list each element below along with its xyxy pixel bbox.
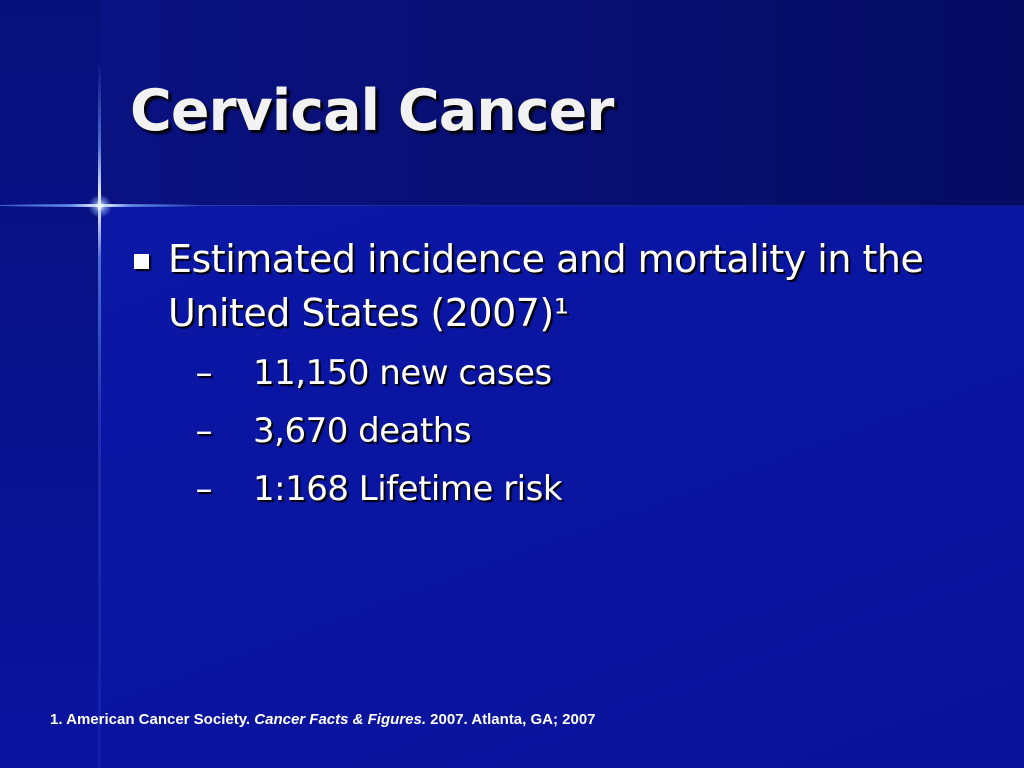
footnote-citation: 1. American Cancer Society. Cancer Facts… [50,711,596,728]
footnote-suffix: 2007. Atlanta, GA; 2007 [426,711,596,728]
dash-bullet-icon: – [195,469,213,509]
sparkle-star-icon [88,194,112,218]
dash-bullet-icon: – [195,411,213,451]
bullet-item: Estimated incidence and mortality in the… [130,232,990,518]
left-band [0,0,100,768]
sub-bullet-item: –1:168 Lifetime risk [168,460,990,518]
sub-bullet-item: –11,150 new cases [168,344,990,402]
bullet-text: Estimated incidence and mortality in the… [168,237,924,335]
sub-bullet-text: 11,150 new cases [253,353,552,393]
slide-title: Cervical Cancer [130,78,614,144]
divider-line [0,205,1024,206]
footnote-prefix: 1. American Cancer Society. [50,711,255,728]
content-background [100,206,1024,768]
bullet-list: Estimated incidence and mortality in the… [130,232,990,518]
sub-bullet-list: –11,150 new cases –3,670 deaths –1:168 L… [168,344,990,518]
sparkle-vertical [98,60,101,768]
square-bullet-icon [134,254,149,269]
sub-bullet-item: –3,670 deaths [168,402,990,460]
sub-bullet-text: 3,670 deaths [253,411,472,451]
footnote-publication: Cancer Facts & Figures. [254,711,426,728]
dash-bullet-icon: – [195,353,213,393]
header-band [0,0,1024,206]
sub-bullet-text: 1:168 Lifetime risk [253,469,563,509]
